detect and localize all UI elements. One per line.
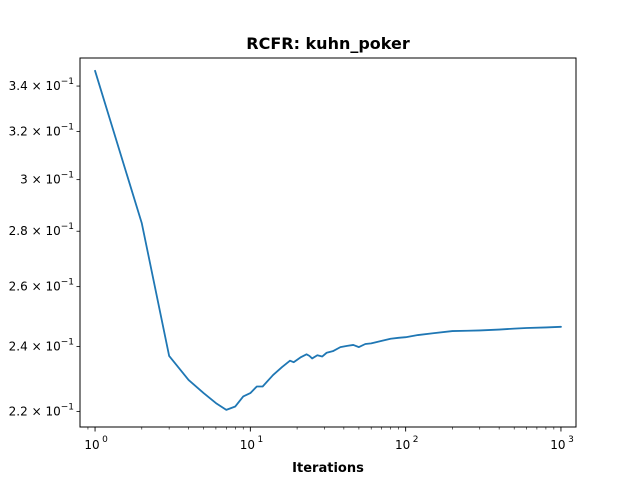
x-tick-label: 10 bbox=[395, 438, 410, 452]
plot-frame bbox=[79, 57, 577, 428]
y-tick-label: 2.6 × 10−1 bbox=[9, 278, 74, 294]
x-tick-label: 10 bbox=[550, 438, 565, 452]
x-axis: 10 0 10 1 10 2 10 3 bbox=[84, 427, 574, 452]
x-tick-exponent: 2 bbox=[413, 435, 419, 445]
x-tick-label: 10 bbox=[84, 438, 99, 452]
x-tick-label: 10 bbox=[240, 438, 255, 452]
plot-area bbox=[94, 69, 562, 411]
y-tick-label: 2.2 × 10−1 bbox=[9, 403, 74, 419]
y-tick-label: 2.8 × 10−1 bbox=[9, 222, 74, 238]
x-tick-exponent: 0 bbox=[102, 435, 108, 445]
y-tick-label: 3.4 × 10−1 bbox=[9, 77, 74, 93]
x-axis-label: Iterations bbox=[292, 461, 364, 476]
y-tick-label: 3 × 10−1 bbox=[20, 171, 74, 187]
series-line-0 bbox=[94, 69, 562, 411]
x-tick-exponent: 1 bbox=[257, 435, 263, 445]
x-tick-exponent: 3 bbox=[568, 435, 574, 445]
y-tick-label: 3.2 × 10−1 bbox=[9, 122, 74, 138]
y-axis: 2.2 × 10−1 2.4 × 10−1 2.6 × 10−1 2.8 × 10−1… bbox=[9, 77, 80, 419]
chart-title: RCFR: kuhn_poker bbox=[246, 34, 410, 53]
y-tick-label: 2.4 × 10−1 bbox=[9, 337, 74, 353]
